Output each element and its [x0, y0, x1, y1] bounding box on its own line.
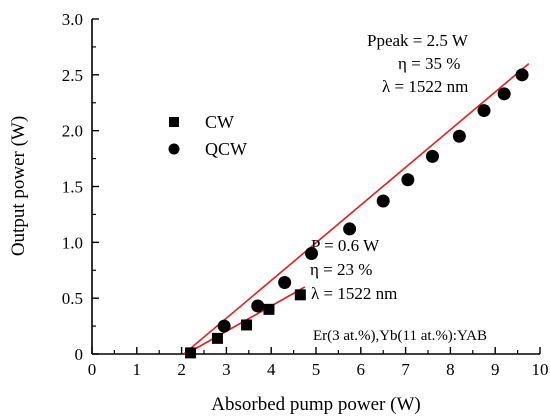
- x-tick-label: 4: [267, 360, 276, 379]
- point-cw: [241, 319, 253, 331]
- point-qcw: [305, 247, 319, 260]
- sample-label: Er(3 at.%),Yb(11 at.%):YAB: [313, 328, 487, 344]
- x-tick-label: 5: [312, 360, 321, 379]
- y-tick-label: 2.0: [62, 122, 83, 141]
- x-tick-label: 1: [133, 360, 142, 379]
- y-tick-label: 0: [75, 345, 84, 364]
- x-tick-label: 3: [222, 360, 231, 379]
- legend: CW QCW: [168, 112, 247, 159]
- cw-efficiency: η = 23 %: [310, 260, 372, 279]
- qcw-efficiency: η = 35 %: [398, 54, 460, 73]
- x-axis-title: Absorbed pump power (W): [211, 394, 420, 415]
- point-qcw: [217, 319, 231, 333]
- y-tick-label: 2.5: [62, 66, 83, 85]
- annotation-cw: P = 0.6 W η = 23 % λ = 1522 nm: [310, 236, 397, 303]
- legend-marker-cw: [169, 117, 179, 127]
- axes: [91, 19, 540, 355]
- point-qcw: [251, 299, 265, 313]
- point-qcw: [497, 87, 511, 101]
- point-qcw: [515, 68, 529, 82]
- y-tick-label: 1.5: [62, 178, 83, 197]
- point-qcw: [401, 173, 415, 187]
- x-tick-label: 10: [532, 360, 549, 379]
- annotation-qcw: Ppeak = 2.5 W η = 35 % λ = 1522 nm: [367, 31, 469, 96]
- x-tick-label: 9: [491, 360, 500, 379]
- data-points: [185, 68, 529, 359]
- x-tick-label: 6: [357, 360, 366, 379]
- y-ticks: 0 0.5 1.0 1.5 2.0 2.5 3.0: [62, 10, 99, 364]
- y-tick-label: 0.5: [62, 289, 83, 308]
- x-tick-label: 8: [446, 360, 455, 379]
- point-qcw: [477, 104, 491, 118]
- fit-line-qcw: [183, 63, 530, 355]
- legend-marker-qcw: [168, 143, 180, 155]
- legend-label-cw: CW: [205, 112, 234, 132]
- fit-lines: [183, 63, 530, 355]
- point-qcw: [343, 222, 357, 236]
- point-qcw: [376, 194, 390, 208]
- x-ticks: 0 1 2 3 4 5 6 7 8 9 10: [88, 347, 549, 379]
- point-qcw: [425, 149, 439, 163]
- legend-label-qcw: QCW: [205, 139, 247, 159]
- point-qcw: [278, 276, 292, 290]
- y-axis-title: Output power (W): [8, 116, 29, 256]
- x-tick-label: 7: [401, 360, 410, 379]
- qcw-peak-power: Ppeak = 2.5 W: [367, 31, 469, 50]
- cw-power: P = 0.6 W: [311, 236, 380, 255]
- point-cw: [263, 303, 275, 315]
- y-tick-label: 3.0: [62, 10, 83, 29]
- x-tick-label: 2: [177, 360, 186, 379]
- cw-wavelength: λ = 1522 nm: [311, 284, 397, 303]
- qcw-wavelength: λ = 1522 nm: [382, 77, 468, 96]
- x-tick-label: 0: [88, 360, 97, 379]
- point-qcw: [452, 129, 466, 143]
- point-cw: [211, 332, 223, 344]
- point-cw: [294, 289, 306, 301]
- y-tick-label: 1.0: [62, 233, 83, 252]
- point-cw: [185, 347, 197, 359]
